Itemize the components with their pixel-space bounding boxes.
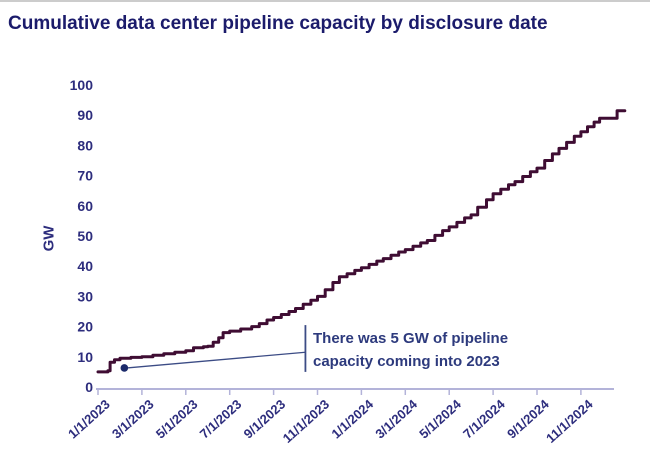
annotation-line-2: capacity coming into 2023 [313, 353, 500, 370]
annotation-text: There was 5 GW of pipeline capacity comi… [313, 327, 563, 373]
y-tick-label: 40 [77, 258, 93, 274]
x-tick-label: 1/1/2023 [65, 397, 113, 442]
x-tick-label: 7/1/2024 [460, 396, 508, 442]
start-marker-dot [120, 364, 129, 372]
chart-title: Cumulative data center pipeline capacity… [8, 13, 548, 34]
x-tick-label: 3/1/2024 [372, 396, 420, 442]
y-tick-label: 30 [77, 288, 93, 304]
annotation-line-1: There was 5 GW of pipeline [313, 330, 509, 347]
data-line [96, 109, 627, 374]
top-border-line [0, 0, 650, 2]
x-tick-label: 11/1/2023 [280, 397, 332, 446]
y-tick-label: 90 [77, 107, 93, 123]
y-axis-title: GW [40, 225, 58, 252]
x-tick-label: 11/1/2024 [543, 396, 596, 446]
y-tick-label: 10 [77, 349, 93, 365]
y-tick-label: 20 [77, 319, 93, 335]
y-tick-label: 0 [85, 379, 93, 395]
x-tick-label: 3/1/2023 [109, 397, 157, 442]
x-tick-label: 5/1/2023 [153, 397, 201, 442]
y-tick-label: 100 [70, 77, 94, 93]
annotation-connector-line [126, 351, 306, 369]
x-tick-label: 5/1/2024 [416, 396, 464, 442]
y-tick-label: 50 [77, 228, 93, 244]
y-tick-label: 60 [77, 198, 93, 214]
x-tick-label: 1/1/2024 [328, 396, 376, 442]
y-tick-label: 80 [77, 137, 93, 153]
y-tick-label: 70 [77, 168, 93, 184]
x-tick-label: 7/1/2023 [197, 397, 245, 442]
